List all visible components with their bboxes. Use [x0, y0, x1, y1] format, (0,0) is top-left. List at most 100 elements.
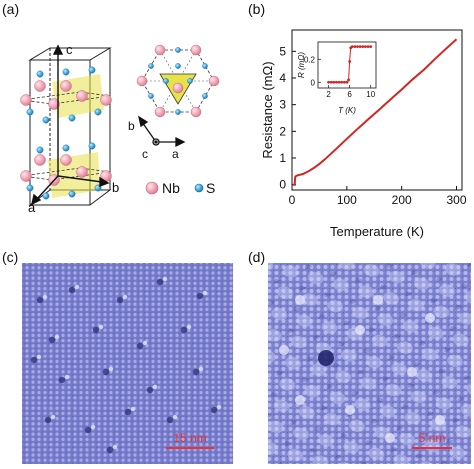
- stm-bright-spot: [425, 313, 435, 323]
- s-atom: [68, 114, 76, 122]
- y-axis-label: Resistance (mΩ): [260, 61, 275, 158]
- inset-point: [335, 80, 338, 84]
- x-tick-label: 100: [337, 193, 357, 207]
- stm-defect-dark: [48, 336, 56, 344]
- atom-legend: Nb S: [145, 180, 215, 196]
- inset-point: [353, 45, 357, 48]
- stm-defect-dark: [102, 368, 110, 376]
- inset-point: [329, 80, 333, 84]
- stm-defect-dark: [136, 342, 144, 350]
- stm-defect-bright: [142, 340, 148, 346]
- stm-image-c: 15 nm: [22, 263, 233, 464]
- s-atom: [94, 108, 102, 116]
- top-view: b c a: [128, 44, 220, 161]
- s-atom: [62, 144, 70, 152]
- stm-defect-dark: [84, 426, 92, 434]
- stm-defect-dark: [106, 446, 114, 454]
- crystal-atoms: [20, 66, 112, 200]
- stm-defect-bright: [202, 290, 208, 296]
- stm-defect-bright: [98, 324, 104, 330]
- chart-frame: [291, 29, 463, 191]
- stm-defect-bright: [130, 406, 136, 412]
- axis-b-label: b: [112, 180, 119, 195]
- s-atom: [42, 116, 50, 124]
- stm-defect-bright: [216, 404, 222, 410]
- stm-defect-dark: [58, 376, 66, 384]
- stm-defect-bright: [172, 414, 178, 420]
- nb-atom: [172, 82, 184, 94]
- s-atom: [175, 63, 181, 69]
- inset-x-tick-label: 2: [326, 90, 331, 99]
- stm-defect-dark: [36, 296, 44, 304]
- x-tick-label: 200: [392, 193, 412, 207]
- scale-label-d: 5 nm: [419, 431, 446, 445]
- axis-a-label: a: [28, 200, 36, 215]
- legend-nb-label: Nb: [162, 180, 180, 196]
- stm-defect-bright: [112, 444, 118, 450]
- crystal-structure: c a b b c a: [20, 42, 220, 215]
- crystal-axes: [30, 44, 110, 206]
- stm-bright-spot: [295, 295, 305, 305]
- scale-label-c: 15 nm: [173, 431, 206, 445]
- s-atom: [42, 192, 50, 200]
- nb-atom: [60, 80, 72, 92]
- x-axis-label: Temperature (K): [330, 224, 424, 239]
- s-atom: [26, 184, 34, 192]
- stm-defect-dark: [92, 326, 100, 334]
- stm-bright-spot: [373, 295, 383, 305]
- inset-x-tick-label: 6: [347, 90, 352, 99]
- inset-frame: [317, 41, 377, 89]
- top-axis-c-label: c: [142, 147, 148, 161]
- stm-defect-bright: [36, 354, 42, 360]
- inset-y-label: R (mΩ): [297, 52, 306, 78]
- inset-point: [345, 80, 349, 84]
- nb-atom: [100, 94, 112, 106]
- top-axis-b-label: b: [128, 119, 135, 133]
- inset-point: [366, 45, 370, 48]
- stm-defect-bright: [186, 324, 192, 330]
- s-atom: [163, 78, 169, 84]
- stm-defect-dark: [196, 292, 204, 300]
- x-tick-label: 300: [447, 193, 467, 207]
- nb-atom: [190, 106, 202, 118]
- stm-bright-spot: [295, 395, 305, 405]
- stm-defect-bright: [50, 414, 56, 420]
- stm-defect-dark: [210, 406, 218, 414]
- s-atom: [148, 63, 154, 69]
- nb-atom: [20, 170, 32, 182]
- inset-point: [347, 78, 350, 82]
- stm-defect-bright: [108, 366, 114, 372]
- stm-defect-dark: [180, 326, 188, 334]
- stm-defect-bright: [64, 374, 70, 380]
- nb-atom: [208, 75, 220, 87]
- s-atom: [187, 78, 193, 84]
- stm-defect-bright: [122, 294, 128, 300]
- panel-label-d: (d): [248, 249, 265, 265]
- stm-defect-bright: [90, 424, 96, 430]
- inset-point: [350, 45, 354, 48]
- inset-point: [342, 80, 346, 84]
- inset-point: [361, 45, 365, 48]
- inset-point: [332, 80, 336, 84]
- y-tick-label: 1: [279, 151, 286, 165]
- panel-label-c: (c): [2, 249, 18, 265]
- stm-defect-bright: [198, 366, 204, 372]
- nb-atom: [76, 166, 88, 178]
- inset-chart: 2 6 10 0 0.2 R (mΩ) T (K): [297, 41, 377, 115]
- inset-point: [358, 45, 362, 48]
- s-atom: [148, 93, 154, 99]
- inset-x-tick-label: 10: [366, 90, 375, 99]
- y-tick-label: 4: [279, 71, 286, 85]
- nb-atom: [20, 94, 32, 106]
- inset-y-tick-label: 0: [311, 78, 316, 87]
- s-atom: [62, 68, 70, 76]
- stm-defect-dark: [156, 278, 164, 286]
- nb-atom: [60, 154, 72, 166]
- s-atom: [175, 109, 181, 115]
- nb-atom: [190, 44, 202, 56]
- y-tick-label: 5: [279, 44, 286, 58]
- nb-atom: [76, 90, 88, 102]
- stm-defect-bright: [42, 294, 48, 300]
- stm-bright-spot: [279, 345, 289, 355]
- stm-bright-spot: [345, 405, 355, 415]
